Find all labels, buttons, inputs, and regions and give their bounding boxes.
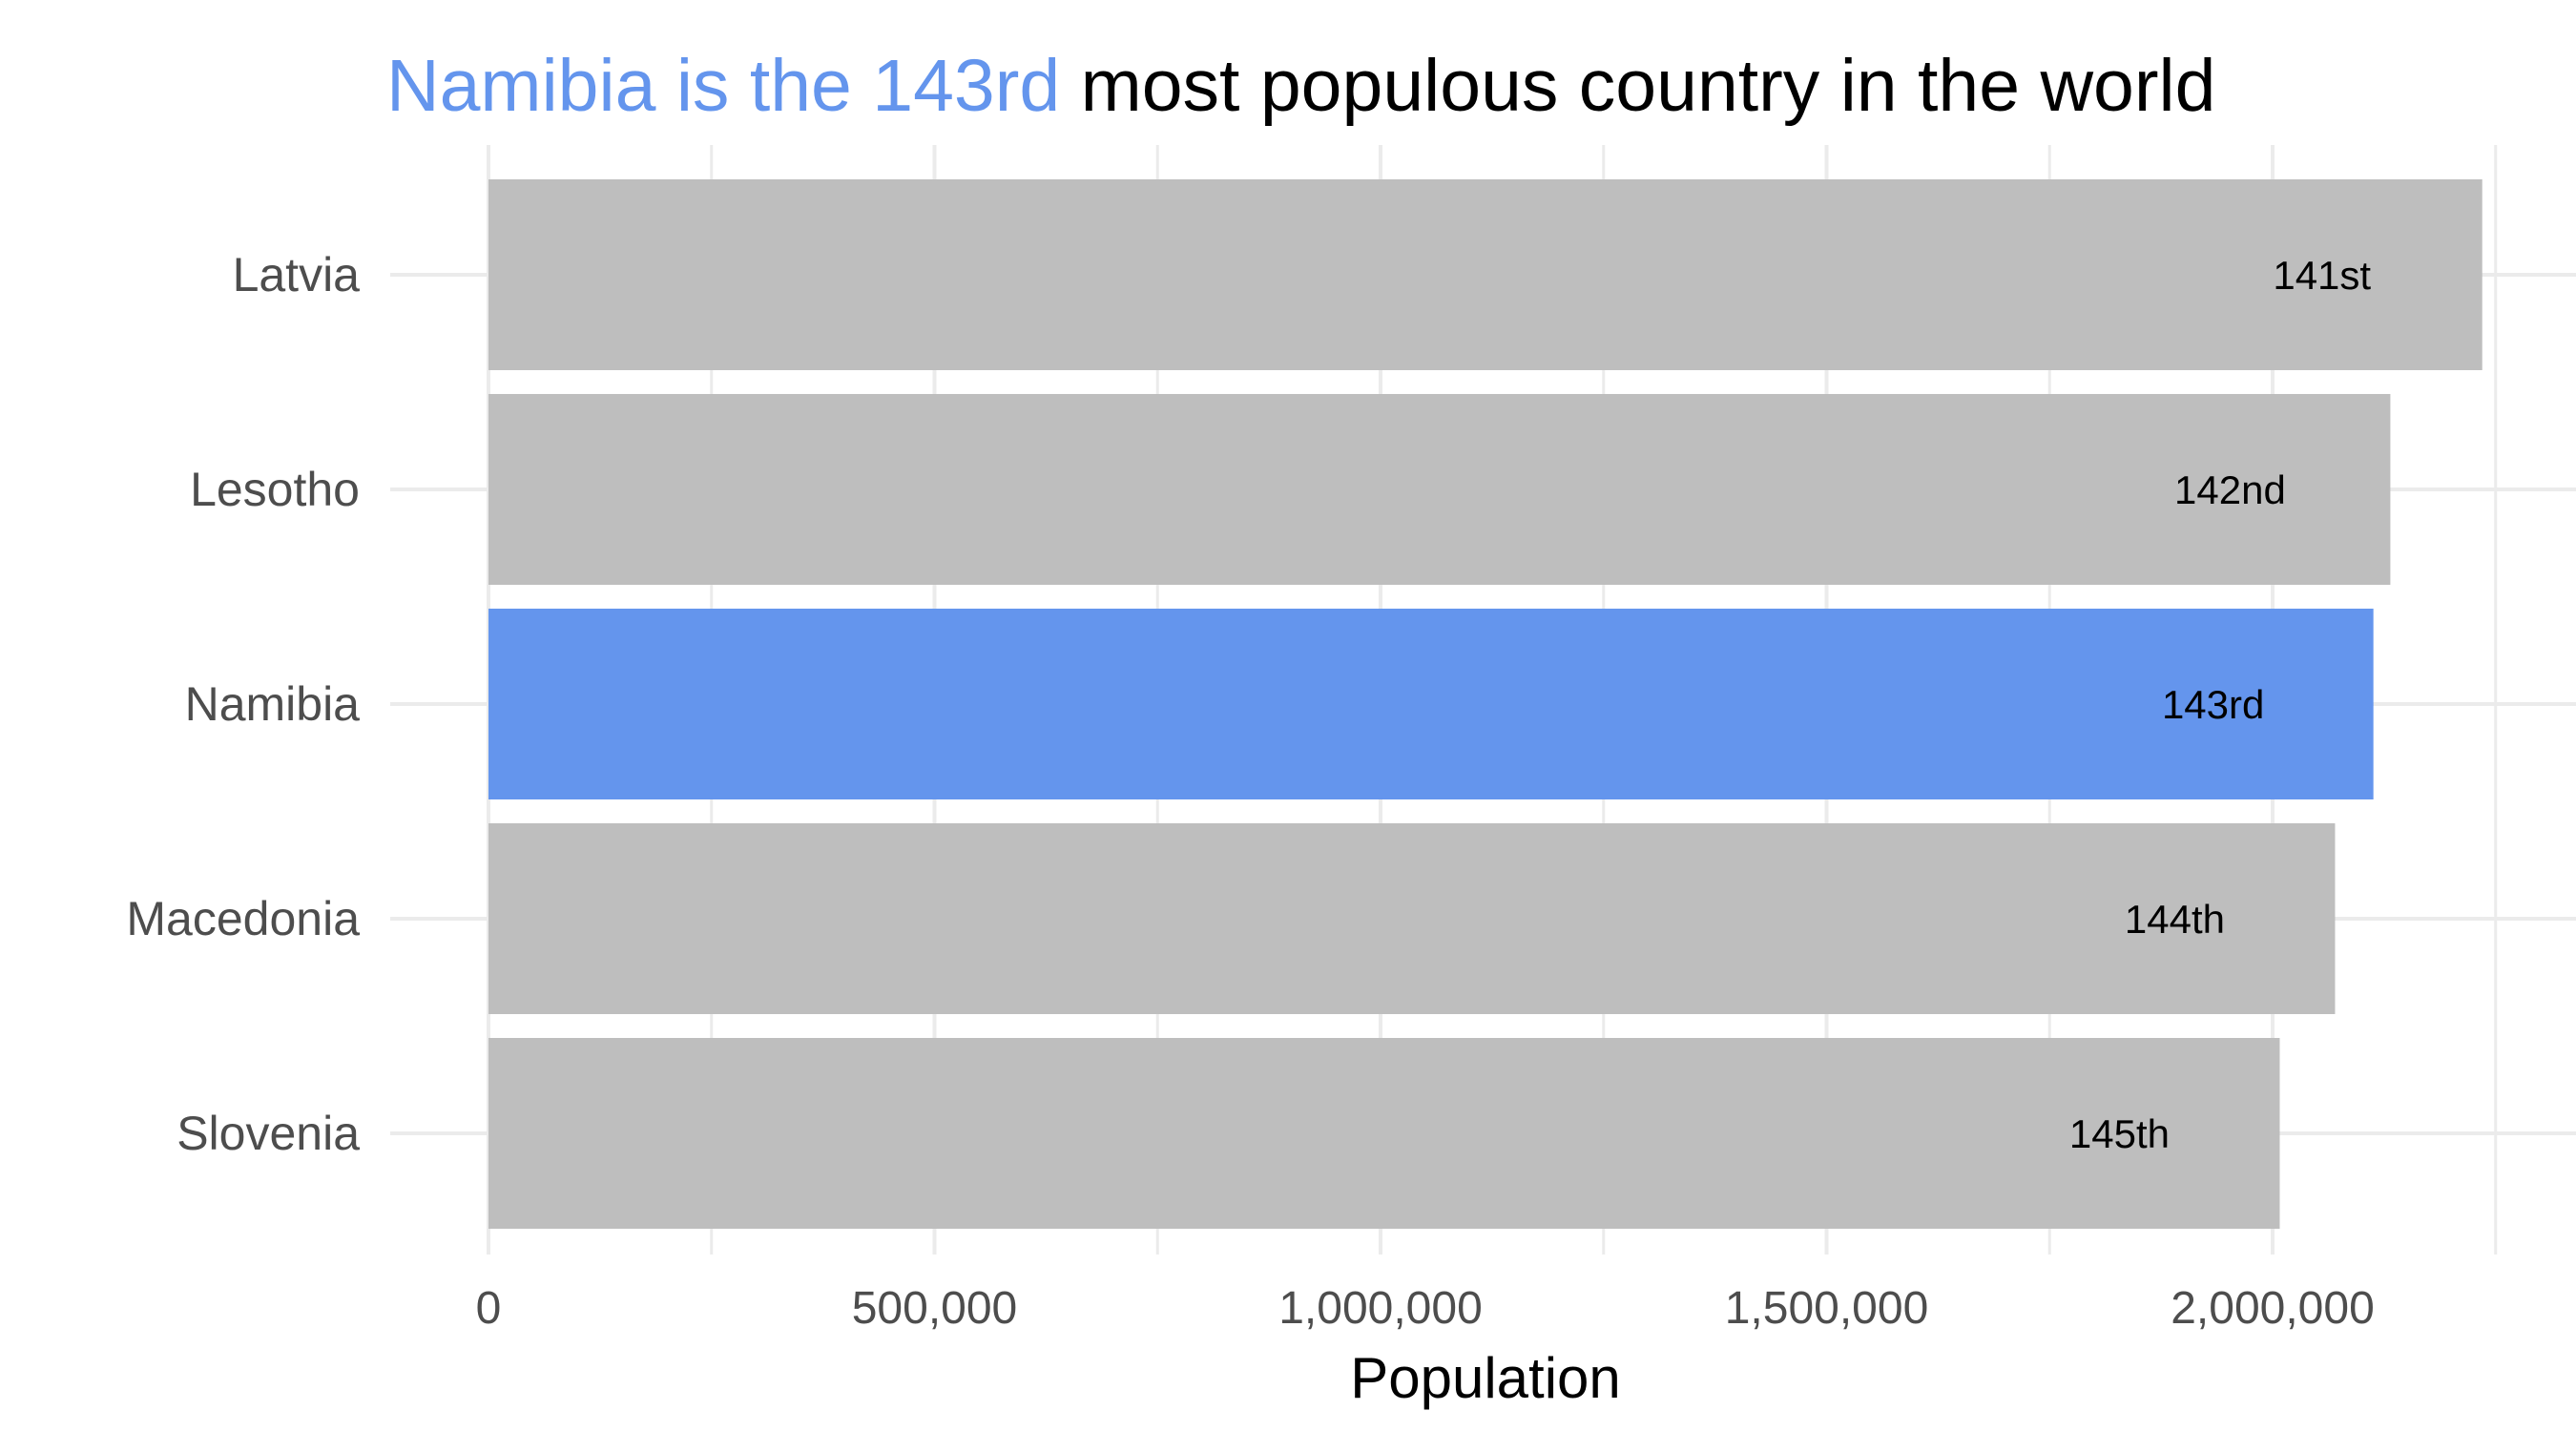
x-tick-label: 500,000 — [852, 1283, 1018, 1334]
x-tick-label: 2,000,000 — [2171, 1283, 2375, 1334]
bar-macedonia — [488, 823, 2336, 1014]
x-axis: 0 500,000 1,000,000 1,500,000 2,000,000 — [476, 1283, 2375, 1334]
bar-label-lesotho: 142nd — [2174, 467, 2286, 512]
category-label-lesotho: Lesotho — [190, 463, 360, 516]
x-tick-label: 1,500,000 — [1725, 1283, 1929, 1334]
bar-label-namibia: 143rd — [2162, 682, 2264, 727]
y-axis: Latvia Lesotho Namibia Macedonia Slovenia — [126, 248, 360, 1160]
category-label-slovenia: Slovenia — [177, 1107, 360, 1160]
bar-slovenia — [488, 1038, 2280, 1229]
bar-lesotho — [488, 394, 2391, 585]
x-tick-label: 0 — [476, 1283, 502, 1334]
bar-namibia — [488, 609, 2374, 799]
category-label-latvia: Latvia — [233, 248, 361, 301]
bar-label-slovenia: 145th — [2069, 1111, 2170, 1156]
x-tick-label: 1,000,000 — [1278, 1283, 1483, 1334]
bar-label-latvia: 141st — [2273, 253, 2371, 298]
x-axis-title: Population — [1350, 1346, 1621, 1410]
bar-label-macedonia: 144th — [2125, 897, 2225, 942]
bar-latvia — [488, 179, 2483, 370]
category-label-macedonia: Macedonia — [126, 892, 360, 945]
bars — [488, 179, 2483, 1229]
bar-labels: 141st 142nd 143rd 144th 145th — [2069, 253, 2372, 1156]
category-label-namibia: Namibia — [185, 677, 361, 731]
title-highlight: Namibia is the 143rd — [386, 45, 1061, 127]
title-rest: most populous country in the world — [1060, 45, 2216, 127]
